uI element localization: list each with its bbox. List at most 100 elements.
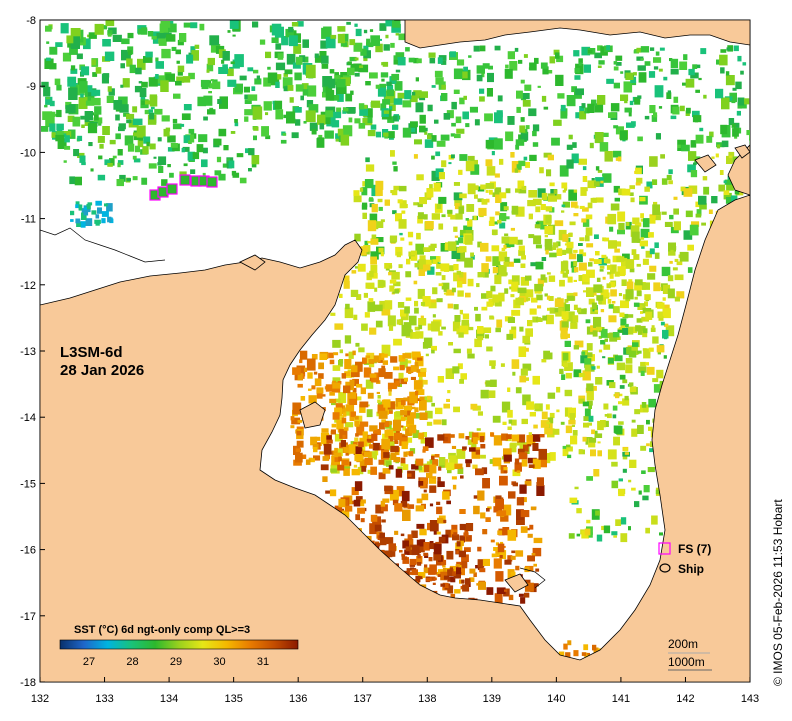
sst-pixel [729, 92, 737, 103]
sst-pixel [459, 535, 465, 543]
sst-pixel [568, 232, 573, 237]
sst-pixel [624, 395, 629, 401]
sst-pixel [527, 555, 535, 562]
sst-pixel [45, 115, 55, 128]
sst-pixel [441, 60, 447, 65]
sst-pixel [434, 70, 443, 78]
sst-pixel [624, 99, 628, 104]
sst-pixel [658, 68, 663, 72]
sst-pixel [369, 444, 374, 449]
sst-pixel [118, 96, 128, 106]
sst-pixel [216, 156, 222, 163]
sst-pixel [690, 72, 699, 79]
sst-pixel [371, 273, 378, 279]
depth-legend: 200m 1000m [668, 637, 712, 671]
sst-pixel [417, 202, 423, 208]
sst-pixel [649, 265, 657, 272]
sst-pixel [583, 64, 591, 73]
sst-pixel [334, 457, 340, 462]
sst-pixel [507, 317, 515, 323]
sst-pixel [464, 257, 473, 268]
sst-pixel [378, 459, 385, 465]
sst-pixel [348, 117, 353, 123]
sst-pixel [414, 362, 419, 367]
sst-pixel [442, 567, 447, 573]
sst-pixel [693, 162, 697, 166]
sst-pixel [431, 454, 436, 457]
sst-pixel [588, 438, 596, 448]
sst-pixel [132, 118, 143, 125]
sst-pixel [352, 378, 359, 387]
sst-pixel [533, 537, 543, 544]
sst-pixel [574, 340, 584, 348]
sst-pixel [156, 33, 166, 39]
sst-pixel [562, 189, 566, 193]
sst-pixel [473, 495, 479, 499]
sst-pixel [229, 66, 233, 70]
sst-pixel [432, 287, 438, 295]
sst-pixel [45, 25, 52, 32]
sst-pixel [370, 514, 378, 522]
sst-pixel [80, 93, 84, 98]
sst-pixel [455, 542, 463, 551]
sst-pixel [199, 23, 205, 31]
sst-pixel [217, 99, 222, 104]
sst-pixel [398, 355, 406, 362]
sst-pixel [382, 360, 388, 365]
sst-pixel [523, 444, 529, 452]
sst-pixel [511, 434, 520, 442]
sst-pixel [56, 84, 62, 91]
sst-pixel [321, 55, 329, 64]
sst-pixel [314, 53, 319, 58]
sst-pixel [441, 419, 447, 426]
sst-pixel [639, 197, 646, 202]
sst-pixel [416, 389, 425, 395]
sst-pixel [389, 235, 398, 242]
sst-pixel [560, 109, 568, 119]
land-island-torres-1 [694, 154, 717, 173]
sst-pixel [620, 533, 628, 543]
sst-pixel [635, 182, 641, 186]
sst-pixel [402, 100, 412, 108]
sst-pixel [502, 527, 510, 536]
sst-pixel [652, 179, 658, 185]
sst-pixel [496, 319, 503, 328]
sst-pixel [728, 155, 733, 159]
lat-tick-label: -13 [20, 346, 36, 358]
sst-pixel [647, 467, 655, 473]
sst-pixel [346, 21, 351, 25]
sst-pixel [312, 444, 319, 449]
sst-pixel [715, 88, 724, 99]
sst-pixel [95, 200, 102, 206]
sst-pixel [44, 104, 48, 108]
sst-pixel [584, 528, 591, 536]
sst-pixel [510, 571, 516, 576]
sst-pixel [360, 518, 365, 523]
sst-pixel [417, 572, 426, 578]
sst-pixel [734, 189, 740, 195]
sst-pixel [610, 264, 617, 274]
sst-pixel [307, 85, 317, 97]
sst-pixel [428, 52, 436, 58]
sst-pixel [576, 508, 582, 514]
sst-pixel [395, 380, 400, 387]
land-island-groote [299, 401, 326, 429]
sst-pixel [342, 33, 349, 42]
sst-pixel [588, 49, 593, 53]
sst-pixel [75, 201, 80, 206]
sst-pixel [459, 97, 465, 105]
sst-pixel [276, 74, 282, 80]
sst-pixel [147, 114, 157, 125]
sst-pixel [629, 386, 637, 392]
sst-pixel [282, 133, 287, 136]
sst-pixel [470, 403, 478, 410]
sst-pixel [636, 350, 642, 354]
sst-pixel [658, 316, 664, 321]
sst-pixel [604, 338, 608, 342]
sst-pixel [144, 100, 151, 105]
sst-pixel [176, 60, 180, 64]
sst-pixel [578, 58, 583, 64]
sst-pixel [408, 370, 412, 374]
sst-pixel [492, 415, 501, 423]
sst-pixel [619, 385, 625, 389]
